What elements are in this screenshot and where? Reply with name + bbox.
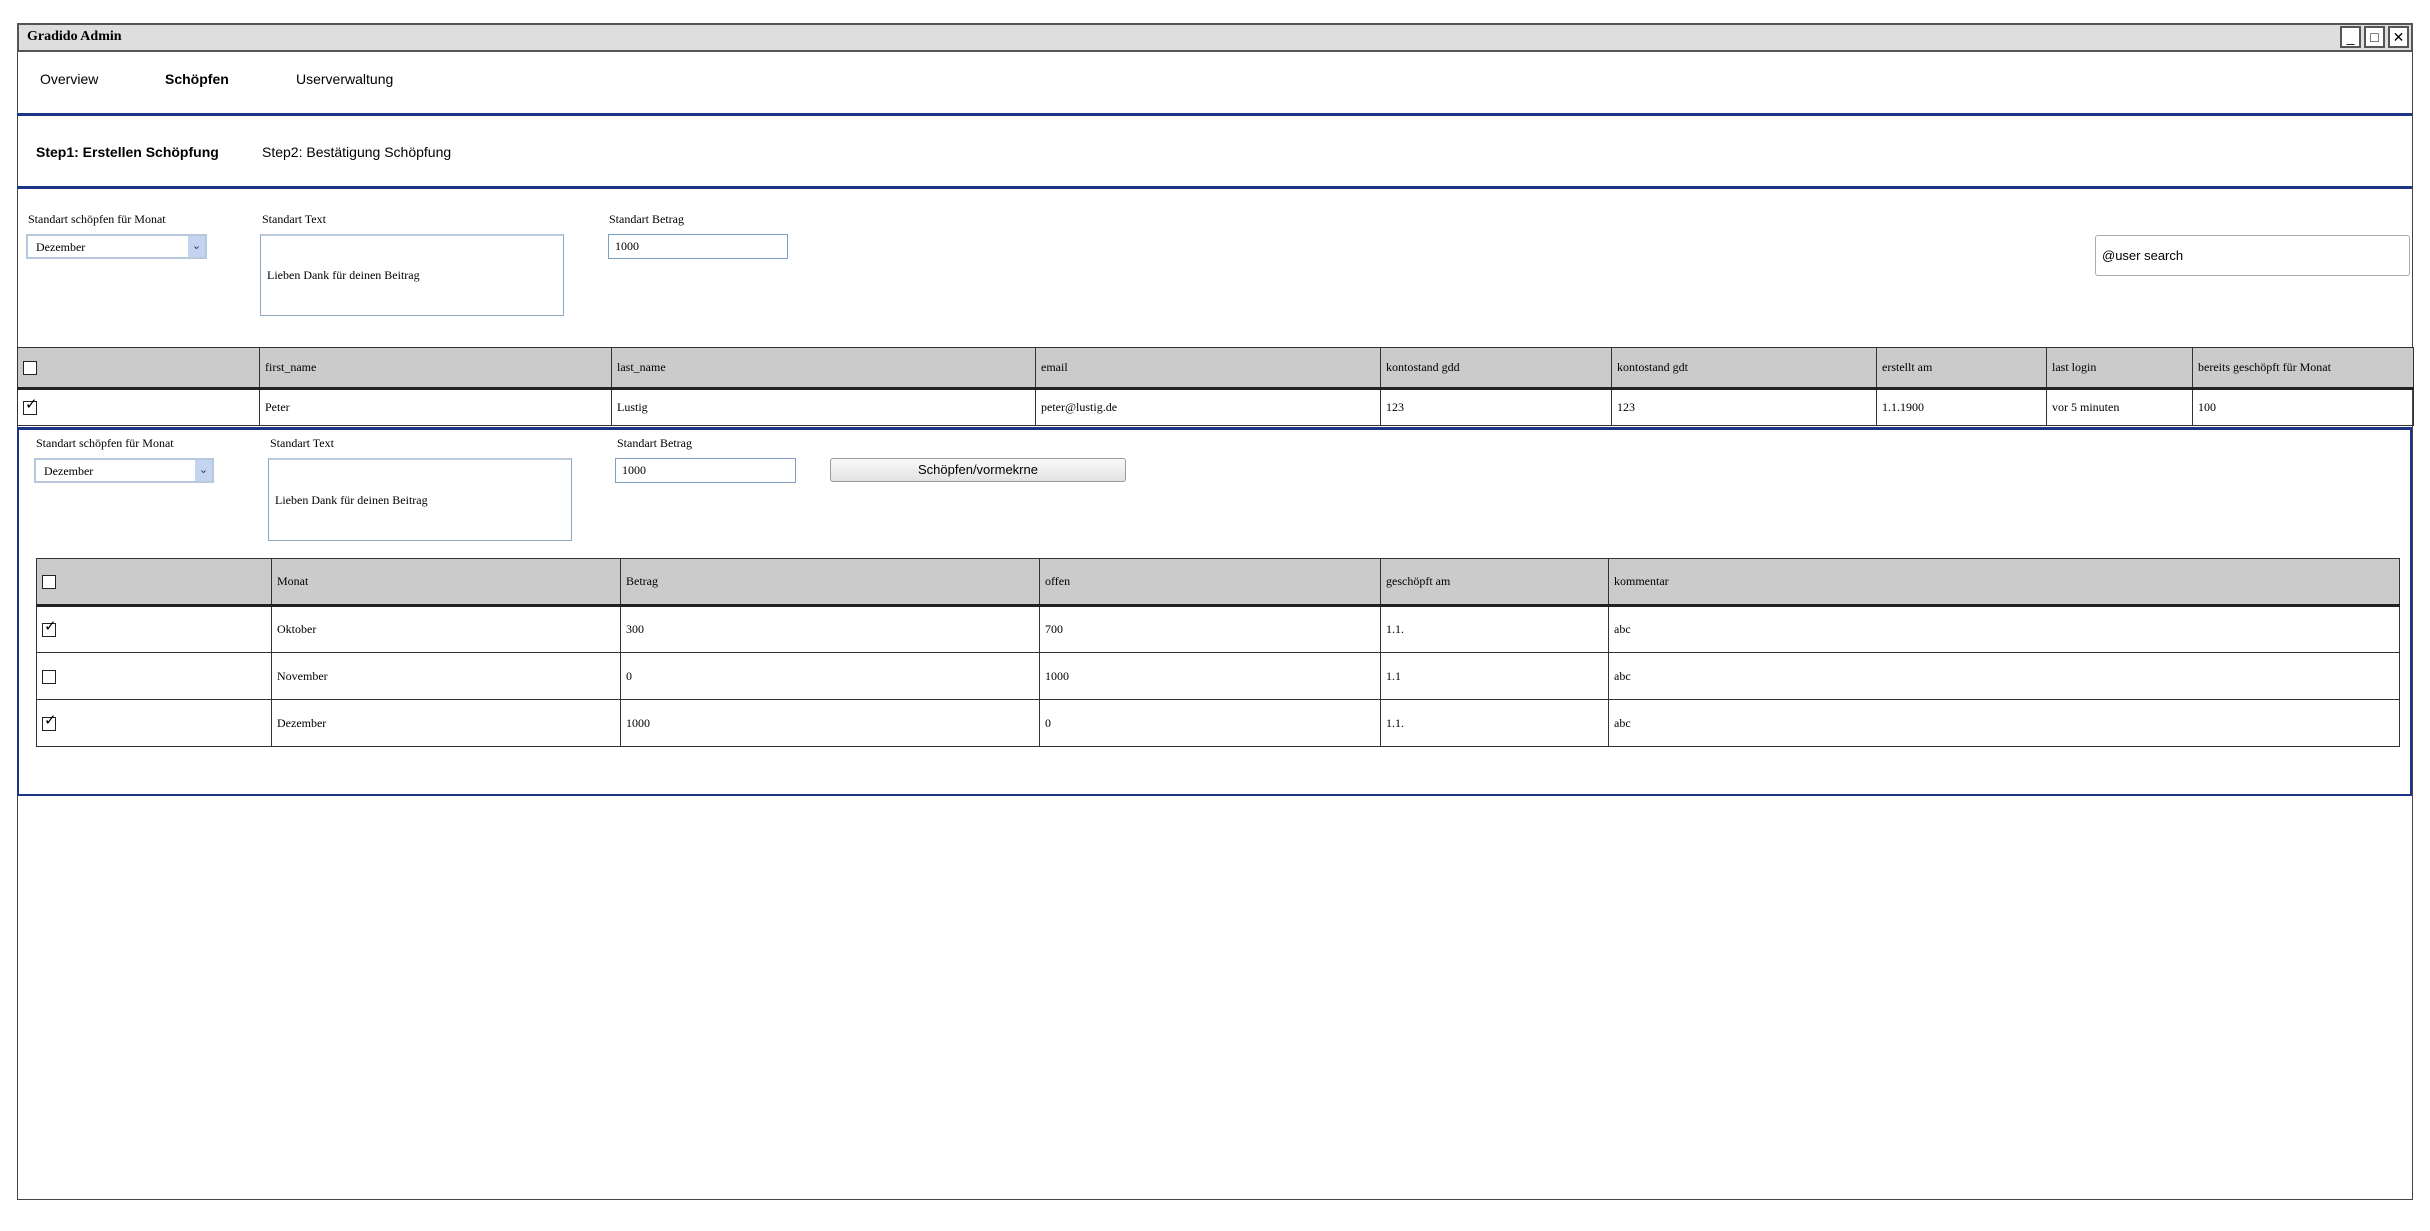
cell: 1.1.1900 [1876,388,2047,426]
row-select[interactable] [36,652,272,700]
user-detail-panel [17,427,2412,796]
cell: abc [1608,652,2400,700]
cell: Lustig [611,388,1036,426]
schoepfen-button[interactable]: Schöpfen/vormekrne [830,458,1126,482]
row-checkbox[interactable] [42,711,57,731]
divider [17,186,2412,189]
chevron-down-icon: ⌄ [188,236,205,257]
divider [17,113,2412,116]
title-bar [17,23,2413,52]
table-row[interactable]: Peter Lustig peter@lustig.de 123 123 1.1… [17,388,2414,426]
cell: vor 5 minuten [2046,388,2193,426]
header-cell[interactable]: geschöpft am [1380,558,1609,606]
amount-input[interactable]: 1000 [608,234,788,259]
window-title: Gradido Admin [27,29,122,44]
header-cell[interactable]: Monat [271,558,621,606]
nav-schoepfen[interactable]: Schöpfen [165,71,229,87]
table-row[interactable]: November 0 1000 1.1 abc [36,652,2400,700]
cell: 123 [1611,388,1877,426]
text-value: Lieben Dank für deinen Beitrag [267,268,420,282]
cell: peter@lustig.de [1035,388,1381,426]
nav-overview[interactable]: Overview [40,71,99,87]
header-cell[interactable]: erstellt am [1876,347,2047,389]
cell: Oktober [271,605,621,653]
row-select[interactable] [17,388,260,426]
row-checkbox[interactable] [42,617,57,638]
detail-amount-label: Standart Betrag [617,436,692,450]
close-button[interactable]: ✕ [2388,26,2409,48]
select-all-checkbox[interactable] [23,361,37,376]
table-header-row: first_name last_name email kontostand gd… [17,347,2414,389]
table-header-row: Monat Betrag offen geschöpft am kommenta… [36,558,2400,606]
header-cell[interactable]: last login [2046,347,2193,389]
text-label: Standart Text [262,212,326,226]
detail-amount-input[interactable]: 1000 [615,458,796,483]
cell: 300 [620,605,1040,653]
header-cell[interactable]: kontostand gdd [1380,347,1612,389]
minimize-icon: _ [2346,29,2355,45]
detail-month-label: Standart schöpfen für Monat [36,436,174,450]
step-1-tab[interactable]: Step1: Erstellen Schöpfung [36,144,219,160]
cell: abc [1608,605,2400,653]
cell: 1.1 [1380,652,1609,700]
cell: 100 [2192,388,2414,426]
chevron-down-icon: ⌄ [195,460,212,481]
cell: 700 [1039,605,1381,653]
nav-userverwaltung[interactable]: Userverwaltung [296,71,394,87]
header-cell[interactable]: email [1035,347,1381,389]
month-label: Standart schöpfen für Monat [28,212,166,226]
cell: abc [1608,699,2400,747]
close-icon: ✕ [2392,29,2405,45]
text-value: Lieben Dank für deinen Beitrag [275,492,428,507]
cell: 0 [620,652,1040,700]
detail-text-textarea[interactable]: Lieben Dank für deinen Beitrag [268,458,572,541]
step-2-tab[interactable]: Step2: Bestätigung Schöpfung [262,144,452,160]
cell: Dezember [271,699,621,747]
header-cell[interactable]: kommentar [1608,558,2400,606]
cell: 1000 [620,699,1040,747]
text-textarea[interactable]: Lieben Dank für deinen Beitrag [260,234,564,316]
month-value: Dezember [44,464,94,478]
maximize-button[interactable]: □ [2364,26,2385,48]
cell: 1.1. [1380,605,1609,653]
cell: Peter [259,388,612,426]
month-select[interactable]: Dezember ⌄ [26,234,207,259]
row-checkbox[interactable] [42,669,56,684]
cell: 1000 [1039,652,1381,700]
amount-label: Standart Betrag [609,212,684,226]
cell: 1.1. [1380,699,1609,747]
cell: November [271,652,621,700]
row-checkbox[interactable] [23,395,38,416]
header-cell[interactable]: last_name [611,347,1036,389]
header-cell[interactable]: Betrag [620,558,1040,606]
row-select[interactable] [36,699,272,747]
select-all-checkbox[interactable] [42,575,56,590]
header-cell[interactable]: first_name [259,347,612,389]
header-cell[interactable]: kontostand gdt [1611,347,1877,389]
user-search-input[interactable]: @user search [2095,235,2410,276]
header-select-all[interactable] [36,558,272,606]
detail-text-label: Standart Text [270,436,334,450]
maximize-icon: □ [2370,29,2379,45]
month-value: Dezember [36,240,86,254]
row-select[interactable] [36,605,272,653]
minimize-button[interactable]: _ [2340,26,2361,48]
months-table: Monat Betrag offen geschöpft am kommenta… [36,558,2400,747]
cell: 0 [1039,699,1381,747]
detail-month-select[interactable]: Dezember ⌄ [34,458,214,483]
header-select-all[interactable] [17,347,260,389]
users-table: first_name last_name email kontostand gd… [17,347,2414,426]
header-cell[interactable]: bereits geschöpft für Monat [2192,347,2414,389]
header-cell[interactable]: offen [1039,558,1381,606]
cell: 123 [1380,388,1612,426]
